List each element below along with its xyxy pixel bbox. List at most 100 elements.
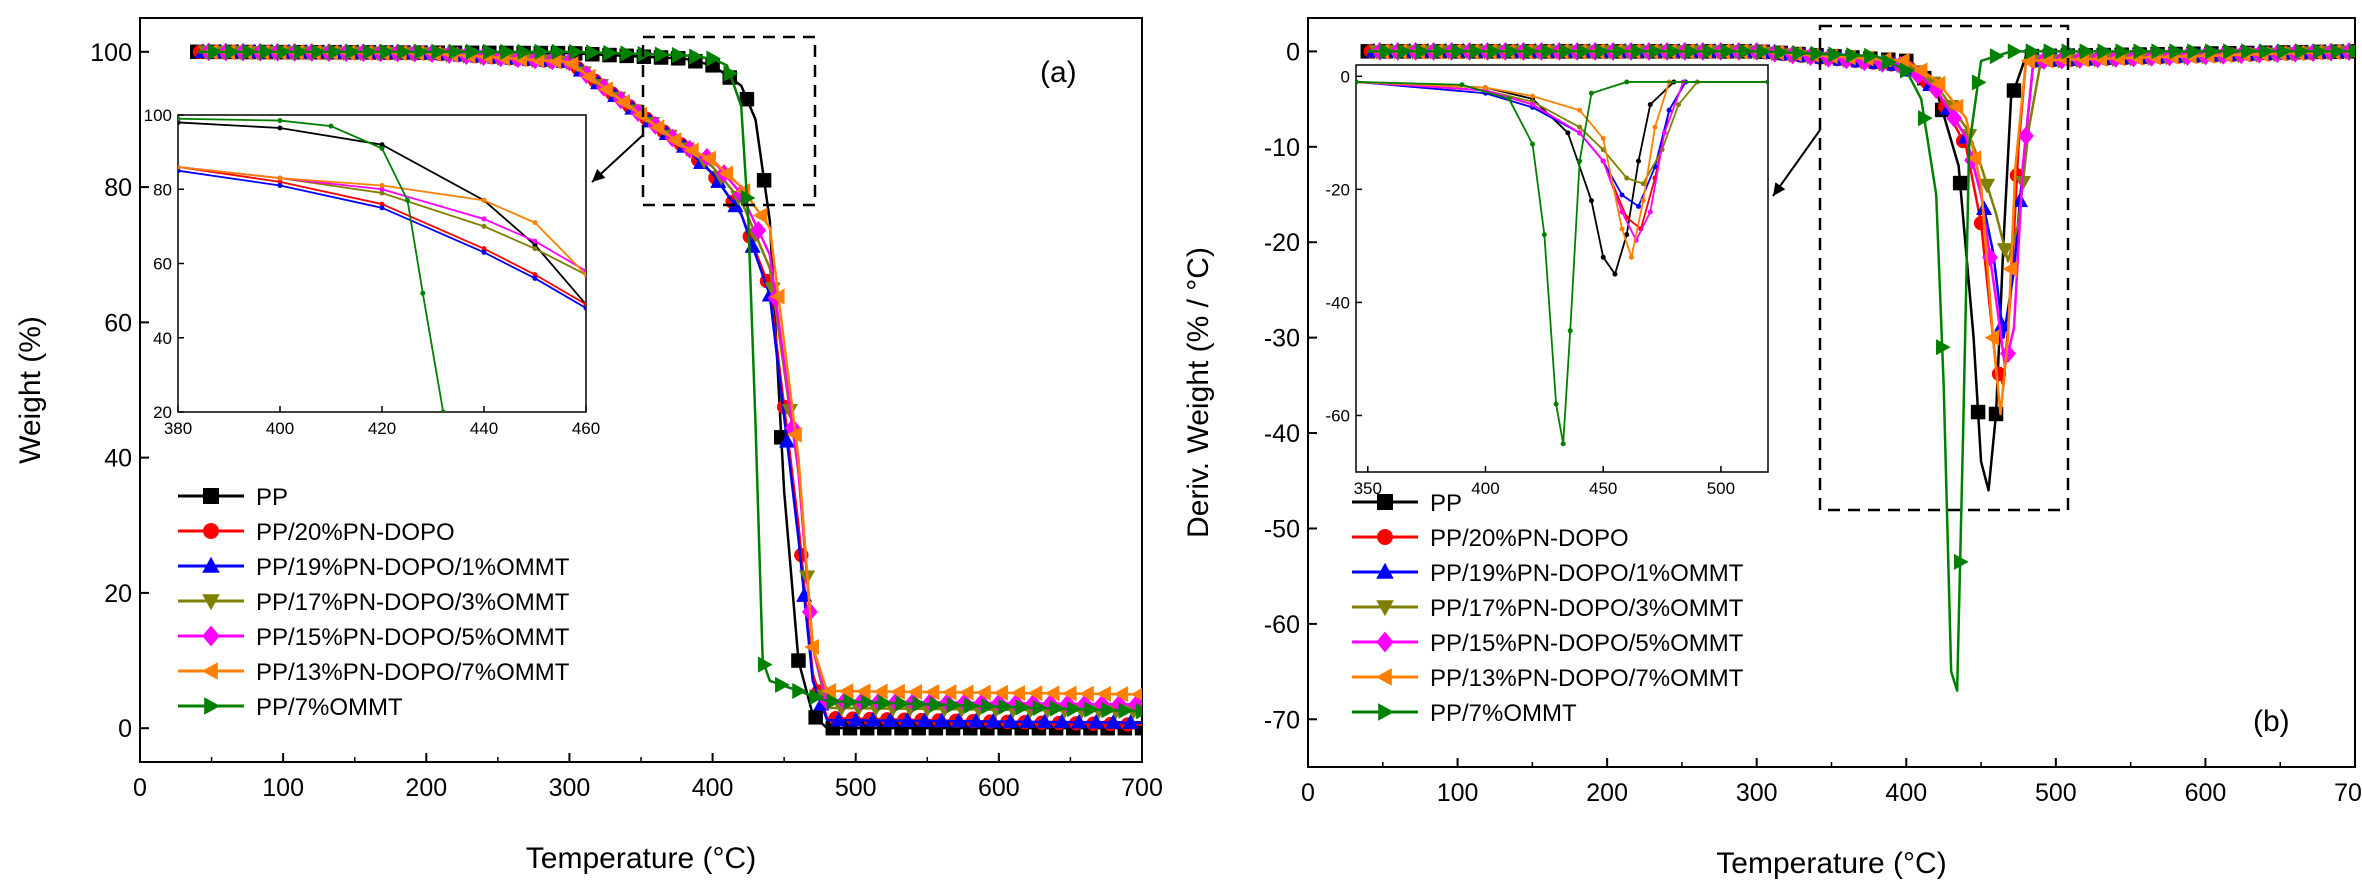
y-tick-label-b: -40 [1264,420,1300,448]
series-marker-pp-7pctommt [551,43,567,60]
legend-label-pp-19pctpn-dopo-1pctommt: PP/19%PN-DOPO/1%OMMT [1430,560,1744,587]
panel-a-weight-chart: 0 100 200 300 400 500 600 700 0 20 40 60 80 100 Temper… [14,17,1163,875]
series-marker-pp-7pctommt [294,43,309,60]
series-marker-pp-19pctpn-dopo-1pctommt [967,712,985,728]
series-marker-pp-7pctommt [225,43,241,60]
inset-x-tick-label-a: 380 [164,419,192,438]
legend-label-pp: PP [256,484,288,511]
series-marker-pp-13pctpn-dopo-7pctommt [649,119,665,136]
inset-series-point-pp-7pctommt [1560,441,1566,447]
legend-marker-pp [203,488,219,504]
inset-x-tick-label-b: 450 [1589,479,1617,498]
inset-x-tick-label-a: 420 [368,419,396,438]
legend-label-pp-20pctpn-dopo: PP/20%PN-DOPO [1430,525,1629,552]
series-marker-pp-13pctpn-dopo-7pctommt [683,142,699,159]
y-tick-label-b: -20 [1264,229,1300,257]
inset-series-point-pp-7pctommt [440,409,446,412]
legend-marker-pp-20pctpn-dopo [1377,529,1393,545]
series-marker-pp-7pctommt [1469,43,1485,60]
inset-series-point-pp-20pctpn-dopo [532,272,538,278]
inset-series-point-pp [1588,198,1594,204]
series-marker-pp-7pctommt [586,44,601,61]
series-marker-pp-7pctommt [929,696,945,713]
series-marker-pp-13pctpn-dopo-7pctommt [2002,260,2018,278]
inset-series-point-pp-7pctommt [1588,90,1594,96]
inset-series-point-pp-13pctpn-dopo-7pctommt [1628,254,1634,260]
series-marker-pp-7pctommt [1541,43,1556,60]
legend-label-pp-19pctpn-dopo-1pctommt: PP/19%PN-DOPO/1%OMMT [256,554,570,581]
legend-marker-pp-7pctommt [204,697,221,715]
series-marker-pp-7pctommt [2007,43,2023,60]
inset-y-tick-label-a: 100 [144,106,172,125]
x-tick-label-b: 400 [1885,779,1927,807]
series-marker-pp-7pctommt [2330,43,2346,60]
inset-series-point-pp-17pctpn-dopo-3pctommt [1676,102,1682,108]
inset-series-point-pp-7pctommt [1577,158,1583,164]
inset-series-point-pp-19pctpn-dopo-1pctommt [481,249,487,255]
inset-series-point-pp-17pctpn-dopo-3pctommt [1640,181,1646,187]
series-marker-pp-13pctpn-dopo-7pctommt [580,68,596,85]
x-tick-label-a: 400 [692,774,734,802]
inset-series-point-pp [1624,232,1630,238]
series-marker-pp-19pctpn-dopo-1pctommt [1122,714,1139,729]
series-marker-pp-19pctpn-dopo-1pctommt [1105,713,1122,729]
inset-series-point-pp [1565,130,1571,136]
inset-x-tick-label-b: 400 [1471,479,1499,498]
inset-series-line-pp [1356,81,1768,277]
series-marker-pp-7pctommt [1738,43,1754,60]
series-marker-pp-7pctommt [1067,700,1082,718]
inset-series-point-pp [532,242,538,248]
inset-series-point-pp [1612,271,1618,277]
x-tick-label-b: 200 [1586,779,1628,807]
inset-series-point-pp-13pctpn-dopo-7pctommt [1652,124,1658,130]
inset-series-point-pp-13pctpn-dopo-7pctommt [532,220,538,226]
legend-label-pp-17pctpn-dopo-3pctommt: PP/17%PN-DOPO/3%OMMT [1430,595,1744,622]
legend-label-pp-20pctpn-dopo: PP/20%PN-DOPO [256,519,455,546]
inset-series-point-pp-15pctpn-dopo-5pctommt [532,238,538,244]
inset-series-line-pp-19pctpn-dopo-1pctommt [178,169,586,309]
inset-series-line-pp [178,121,586,305]
x-tick-label-b: 700 [2334,779,2362,807]
series-marker-pp-7pctommt [1846,47,1862,64]
series-marker-pp-13pctpn-dopo-7pctommt [890,683,905,700]
inset-series-group-a [178,116,586,412]
series-marker-pp-15pctpn-dopo-5pctommt [2017,126,2034,146]
inset-series-point-pp-19pctpn-dopo-1pctommt [379,205,385,211]
series-marker-pp [1952,175,1968,191]
series-marker-pp-7pctommt [1505,43,1520,60]
series-marker-pp-7pctommt [895,695,911,712]
inset-series-point-pp-19pctpn-dopo-1pctommt [277,183,283,189]
y-tick-label-b: -60 [1264,611,1300,639]
series-marker-pp-7pctommt [654,46,670,63]
legend-label-pp-7pctommt: PP/7%OMMT [256,694,403,721]
y-tick-label-a: 20 [104,580,132,608]
series-marker-pp-7pctommt [1630,43,1646,60]
inset-series-point-pp-15pctpn-dopo-5pctommt [1647,209,1653,215]
inset-series-point-pp-15pctpn-dopo-5pctommt [1619,209,1625,215]
series-marker-pp-13pctpn-dopo-7pctommt [563,55,579,73]
series-marker-pp-7pctommt [465,43,481,60]
series-marker-pp-19pctpn-dopo-1pctommt [1088,713,1105,729]
series-marker-pp-17pctpn-dopo-3pctommt [1996,243,2014,258]
legend-marker-pp [1377,494,1393,510]
series-marker-pp-7pctommt [2241,43,2256,60]
y-tick-label-a: 100 [90,39,132,67]
series-marker-pp-13pctpn-dopo-7pctommt [1912,62,1928,79]
series-marker-pp-7pctommt [1559,43,1574,60]
series-marker-pp-7pctommt [1720,43,1736,60]
inset-series-point-pp [178,119,181,125]
panel-label-a: (a) [1040,56,1077,89]
legend-marker-pp-19pctpn-dopo-1pctommt [1376,562,1394,579]
y-tick-label-b: 0 [1286,38,1300,66]
inset-x-tick-label-a: 440 [470,419,498,438]
series-marker-pp-13pctpn-dopo-7pctommt [598,81,613,98]
series-marker-pp-19pctpn-dopo-1pctommt [778,432,796,448]
series-marker-pp-7pctommt [1989,48,2005,65]
series-marker-pp-7pctommt [964,697,979,714]
y-tick-label-a: 80 [104,174,132,202]
series-marker-pp-7pctommt [946,697,962,714]
series-marker-pp-13pctpn-dopo-7pctommt [718,165,734,182]
series-marker-pp-7pctommt [689,48,704,65]
inset-x-tick-label-a: 460 [572,419,600,438]
